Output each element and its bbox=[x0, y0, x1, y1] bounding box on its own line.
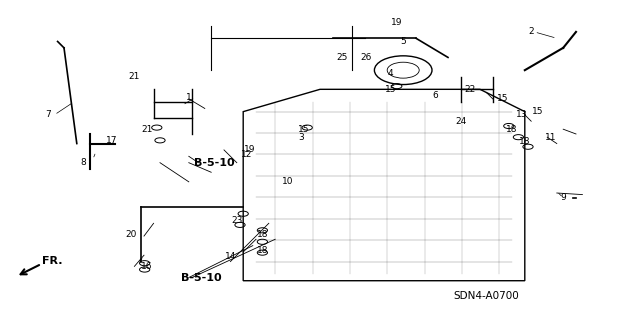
Text: 8: 8 bbox=[81, 158, 86, 167]
Text: 13: 13 bbox=[516, 110, 527, 119]
Text: 15: 15 bbox=[298, 125, 310, 134]
Text: 23: 23 bbox=[231, 216, 243, 225]
Text: 2: 2 bbox=[529, 27, 534, 36]
Text: 21: 21 bbox=[141, 125, 153, 134]
Text: 20: 20 bbox=[125, 230, 137, 239]
Text: 9: 9 bbox=[561, 193, 566, 202]
Text: 17: 17 bbox=[106, 136, 118, 145]
Text: 25: 25 bbox=[337, 53, 348, 62]
Text: 6: 6 bbox=[433, 91, 438, 100]
Text: FR.: FR. bbox=[42, 256, 62, 266]
Text: 18: 18 bbox=[506, 125, 518, 134]
Text: 24: 24 bbox=[455, 117, 467, 126]
Text: 3: 3 bbox=[298, 133, 303, 142]
Text: 11: 11 bbox=[545, 133, 556, 142]
Text: 19: 19 bbox=[391, 18, 403, 27]
Text: 12: 12 bbox=[241, 150, 252, 159]
Text: 1: 1 bbox=[186, 93, 191, 102]
Text: SDN4-A0700: SDN4-A0700 bbox=[454, 291, 519, 301]
Text: 15: 15 bbox=[385, 85, 396, 94]
Text: 7: 7 bbox=[45, 110, 51, 119]
Text: 14: 14 bbox=[225, 252, 236, 261]
Text: 22: 22 bbox=[465, 85, 476, 94]
Text: 15: 15 bbox=[532, 107, 543, 116]
Text: 4: 4 bbox=[388, 69, 393, 78]
Text: 10: 10 bbox=[282, 177, 294, 186]
Text: B-5-10: B-5-10 bbox=[194, 158, 235, 168]
Text: 18: 18 bbox=[519, 137, 531, 146]
Text: 16: 16 bbox=[141, 262, 153, 271]
Text: B-5-10: B-5-10 bbox=[181, 272, 222, 283]
Text: 18: 18 bbox=[257, 230, 268, 239]
Text: 19: 19 bbox=[244, 145, 255, 154]
Text: 26: 26 bbox=[360, 53, 372, 62]
Text: 21: 21 bbox=[129, 72, 140, 81]
Text: 5: 5 bbox=[401, 37, 406, 46]
Text: 18: 18 bbox=[257, 246, 268, 255]
Text: 15: 15 bbox=[497, 94, 508, 103]
